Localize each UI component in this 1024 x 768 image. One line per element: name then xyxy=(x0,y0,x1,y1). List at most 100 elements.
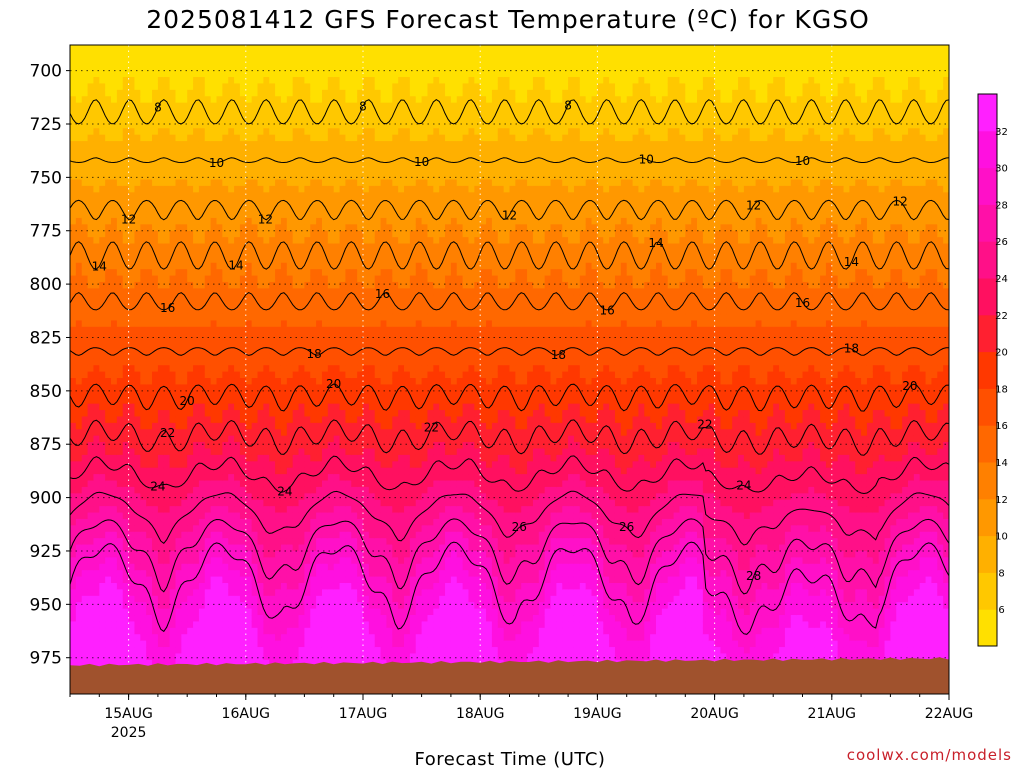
field-cell xyxy=(310,634,317,642)
field-cell xyxy=(181,506,188,514)
field-cell xyxy=(70,474,77,482)
field-cell xyxy=(128,403,136,411)
field-cell xyxy=(157,185,165,193)
field-cell xyxy=(198,102,206,110)
field-cell xyxy=(122,102,130,110)
field-cell xyxy=(316,249,323,257)
field-cell xyxy=(351,102,358,110)
field-cell xyxy=(222,281,229,289)
field-cell xyxy=(228,467,235,475)
field-cell xyxy=(351,557,358,565)
field-cell xyxy=(239,474,247,482)
field-cell xyxy=(275,525,282,533)
field-cell xyxy=(327,173,335,181)
field-cell xyxy=(87,346,95,354)
field-cell xyxy=(245,358,253,366)
field-cell xyxy=(93,185,100,193)
field-cell xyxy=(286,102,294,110)
field-cell xyxy=(146,486,153,494)
field-cell xyxy=(75,102,83,110)
field-cell xyxy=(81,371,89,379)
field-cell xyxy=(245,237,253,245)
field-cell xyxy=(152,518,159,526)
field-cell xyxy=(99,70,106,78)
field-cell xyxy=(99,121,106,129)
field-cell xyxy=(87,435,95,443)
field-cell xyxy=(193,531,200,539)
field-cell xyxy=(280,422,288,430)
field-cell xyxy=(339,448,347,456)
field-cell xyxy=(239,531,247,539)
field-cell xyxy=(146,595,153,603)
field-cell xyxy=(327,281,335,289)
field-cell xyxy=(304,96,311,104)
field-cell xyxy=(93,249,100,257)
field-cell xyxy=(251,352,259,360)
field-cell xyxy=(298,531,305,539)
field-cell xyxy=(187,582,194,590)
field-cell xyxy=(140,448,147,456)
field-cell xyxy=(193,358,200,366)
field-cell xyxy=(251,557,259,565)
field-cell xyxy=(327,205,335,213)
field-cell xyxy=(339,576,347,584)
field-cell xyxy=(251,647,259,655)
field-cell xyxy=(175,153,182,161)
field-cell xyxy=(292,326,300,334)
field-cell xyxy=(146,448,153,456)
field-cell xyxy=(175,371,182,379)
field-cell xyxy=(187,352,194,360)
field-cell xyxy=(157,89,165,97)
field-cell xyxy=(204,358,212,366)
field-cell xyxy=(286,269,294,277)
field-cell xyxy=(163,416,171,424)
field-cell xyxy=(193,121,200,129)
field-cell xyxy=(251,96,259,104)
field-cell xyxy=(257,128,264,136)
field-cell xyxy=(70,429,77,437)
field-cell xyxy=(298,198,305,206)
field-cell xyxy=(269,634,276,642)
field-cell xyxy=(181,237,188,245)
field-cell xyxy=(99,518,106,526)
field-cell xyxy=(263,281,270,289)
field-cell xyxy=(187,249,194,257)
field-cell xyxy=(286,134,294,142)
field-cell xyxy=(351,211,358,219)
field-cell xyxy=(81,602,89,610)
field-cell xyxy=(275,320,282,328)
field-cell xyxy=(105,442,112,450)
field-cell xyxy=(175,493,182,501)
field-cell xyxy=(157,313,165,321)
field-cell xyxy=(75,615,83,623)
field-cell xyxy=(286,211,294,219)
field-cell xyxy=(269,179,276,187)
field-cell xyxy=(310,454,317,462)
field-cell xyxy=(321,525,329,533)
field-cell xyxy=(316,506,323,514)
field-cell xyxy=(245,518,253,526)
field-cell xyxy=(198,121,206,129)
field-cell xyxy=(93,57,100,65)
field-cell xyxy=(286,454,294,462)
field-cell xyxy=(99,512,106,520)
field-cell xyxy=(198,57,206,65)
field-cell xyxy=(298,499,305,507)
field-cell xyxy=(70,313,77,321)
field-cell xyxy=(140,205,147,213)
field-cell xyxy=(105,185,112,193)
field-cell xyxy=(321,109,329,117)
field-cell xyxy=(75,608,83,616)
field-cell xyxy=(269,217,276,225)
field-cell xyxy=(286,422,294,430)
field-cell xyxy=(204,365,212,373)
field-cell xyxy=(210,313,218,321)
field-cell xyxy=(239,96,247,104)
field-cell xyxy=(193,378,200,386)
field-cell xyxy=(70,147,77,155)
field-cell xyxy=(175,454,182,462)
field-cell xyxy=(263,192,270,200)
field-cell xyxy=(99,64,106,72)
field-cell xyxy=(275,230,282,238)
field-cell xyxy=(87,57,95,65)
